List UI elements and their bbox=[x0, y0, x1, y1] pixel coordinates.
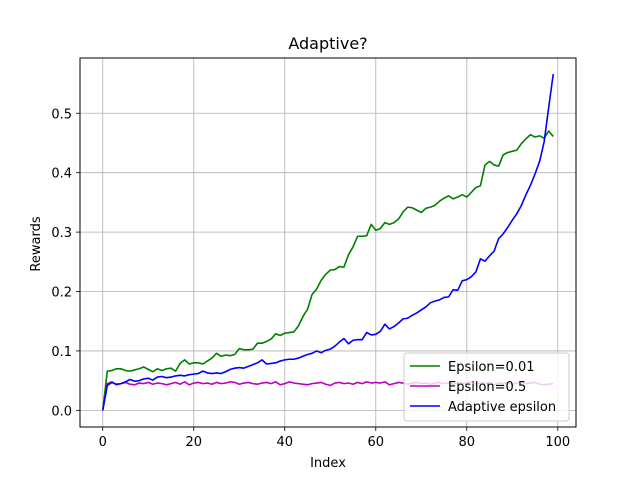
legend-box bbox=[403, 352, 570, 422]
x-axis-title: Index bbox=[310, 456, 346, 471]
x-tick-label: 20 bbox=[185, 435, 202, 450]
x-tick-label: 100 bbox=[545, 435, 570, 450]
legend-label: Adaptive epsilon bbox=[448, 400, 556, 415]
legend: Epsilon=0.01 Epsilon=0.5 Adaptive epsilon bbox=[403, 352, 570, 422]
x-axis-ticks: 0 20 40 60 80 100 bbox=[99, 427, 570, 450]
y-axis-title: Rewards bbox=[29, 216, 44, 271]
y-tick-label: 0.4 bbox=[51, 167, 72, 182]
x-tick-label: 60 bbox=[368, 435, 385, 450]
y-tick-label: 0.2 bbox=[51, 286, 72, 301]
chart-title: Adaptive? bbox=[288, 34, 367, 53]
y-tick-label: 0.5 bbox=[51, 107, 72, 122]
y-tick-label: 0.3 bbox=[51, 226, 72, 241]
x-tick-label: 80 bbox=[459, 435, 476, 450]
plot-frame bbox=[79, 57, 577, 428]
series-line-1 bbox=[101, 130, 554, 411]
legend-label: Epsilon=0.5 bbox=[448, 380, 526, 395]
y-tick-label: 0.1 bbox=[51, 345, 72, 360]
y-axis-ticks: 0.0 0.1 0.2 0.3 0.4 0.5 bbox=[51, 107, 80, 419]
x-tick-label: 0 bbox=[99, 435, 107, 450]
y-tick-label: 0.0 bbox=[51, 404, 72, 419]
x-tick-label: 40 bbox=[276, 435, 293, 450]
series-line-3 bbox=[101, 73, 555, 411]
grid bbox=[80, 58, 576, 427]
legend-label: Epsilon=0.01 bbox=[448, 360, 535, 375]
